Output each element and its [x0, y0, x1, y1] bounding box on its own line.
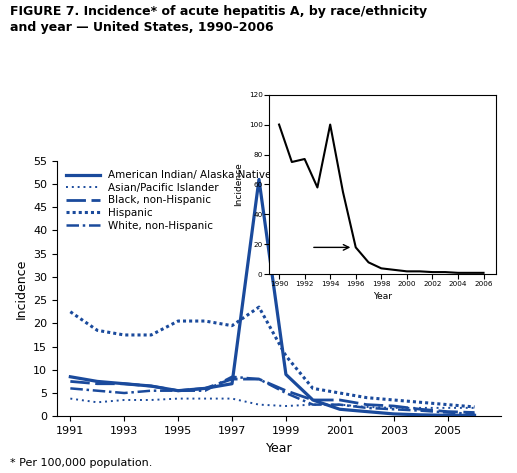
Y-axis label: Incidence: Incidence [14, 258, 27, 319]
Text: FIGURE 7. Incidence* of acute hepatitis A, by race/ethnicity
and year — United S: FIGURE 7. Incidence* of acute hepatitis … [10, 5, 428, 34]
Text: * Per 100,000 population.: * Per 100,000 population. [10, 458, 153, 468]
X-axis label: Year: Year [266, 441, 293, 455]
Y-axis label: Incidence: Incidence [234, 163, 243, 206]
Legend: American Indian/ Alaska Native, Asian/Pacific Islander, Black, non-Hispanic, His: American Indian/ Alaska Native, Asian/Pa… [62, 166, 276, 235]
X-axis label: Year: Year [373, 292, 392, 301]
